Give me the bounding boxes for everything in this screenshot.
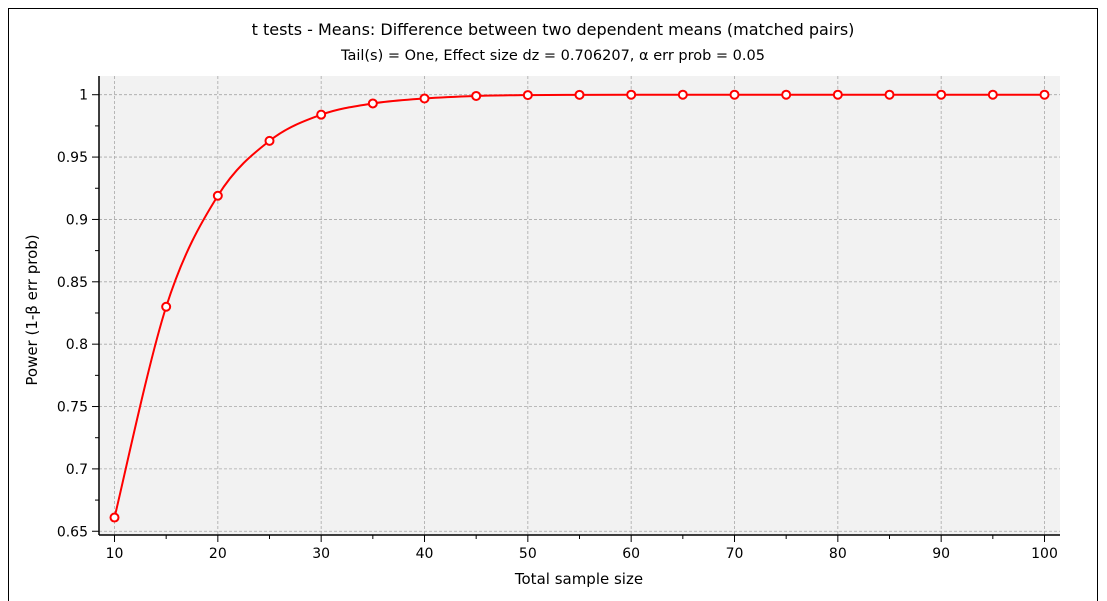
x-tick-label: 80 <box>829 546 847 562</box>
y-tick-label: 0.65 <box>57 524 88 540</box>
data-point <box>367 98 378 109</box>
x-tick-label: 30 <box>312 546 330 562</box>
data-point <box>419 93 430 104</box>
y-tick-label: 0.75 <box>57 400 88 416</box>
data-point <box>212 190 223 201</box>
x-tick-label: 70 <box>726 546 744 562</box>
x-tick-label: 50 <box>519 546 537 562</box>
data-point <box>1039 89 1050 100</box>
data-point <box>264 135 275 146</box>
data-point <box>987 89 998 100</box>
y-tick-label: 0.95 <box>57 150 88 166</box>
x-tick-label: 100 <box>1031 546 1058 562</box>
data-point <box>936 89 947 100</box>
data-point <box>884 89 895 100</box>
chart-title: t tests - Means: Difference between two … <box>252 20 855 39</box>
x-axis-label: Total sample size <box>514 570 643 588</box>
chart-subtitle: Tail(s) = One, Effect size dz = 0.706207… <box>340 48 765 64</box>
x-tick-label: 10 <box>106 546 124 562</box>
plot-area <box>99 76 1060 535</box>
x-tick-label: 40 <box>416 546 434 562</box>
y-tick-label: 0.9 <box>66 212 88 228</box>
data-point <box>316 109 327 120</box>
data-point <box>781 89 792 100</box>
x-tick-label: 90 <box>932 546 950 562</box>
data-point <box>574 89 585 100</box>
y-tick-label: 0.7 <box>66 462 88 478</box>
data-point <box>677 89 688 100</box>
x-tick-label: 60 <box>622 546 640 562</box>
y-axis-label: Power (1-β err prob) <box>23 234 41 385</box>
x-tick-label: 20 <box>209 546 227 562</box>
y-tick-label: 0.85 <box>57 275 88 291</box>
data-point <box>109 512 120 523</box>
data-point <box>832 89 843 100</box>
y-tick-label: 0.8 <box>66 337 88 353</box>
data-point <box>626 89 637 100</box>
data-point <box>471 90 482 101</box>
y-tick-label: 1 <box>79 88 88 104</box>
data-point <box>161 301 172 312</box>
data-point <box>522 90 533 101</box>
data-point <box>729 89 740 100</box>
